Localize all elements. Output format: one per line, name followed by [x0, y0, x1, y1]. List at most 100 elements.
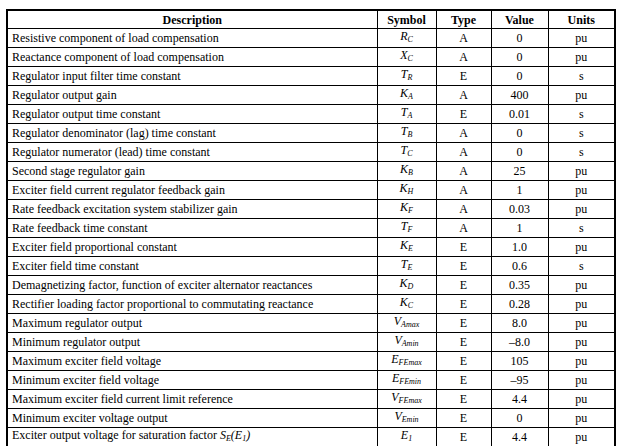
row-symbol: TR: [377, 67, 436, 86]
row-units: pu: [548, 371, 615, 390]
table-row: Exciter field current regulator feedback…: [7, 181, 615, 200]
row-value: –8.0: [491, 333, 548, 352]
row-description: Maximum exciter field voltage: [7, 352, 377, 371]
table-row: Reactance component of load compensation…: [7, 48, 615, 67]
table-row: Exciter field time constantTEE0.6s: [7, 257, 615, 276]
row-type: E: [436, 314, 491, 333]
row-symbol: KF: [377, 200, 436, 219]
row-description: Regulator output time constant: [7, 105, 377, 124]
header-cell-description: Description: [7, 10, 377, 29]
row-value: 1.0: [491, 238, 548, 257]
row-type: A: [436, 219, 491, 238]
row-type: E: [436, 409, 491, 428]
document-page: Description Symbol Type Value Units Resi…: [0, 0, 619, 446]
row-symbol: TE: [377, 257, 436, 276]
table-row: Regulator output gainKAA400pu: [7, 86, 615, 105]
table-row: Regulator output time constantTAE0.01s: [7, 105, 615, 124]
row-description: Exciter output voltage for saturation fa…: [7, 428, 377, 446]
table-row: Rate feedback excitation system stabiliz…: [7, 200, 615, 219]
row-value: 0.35: [491, 276, 548, 295]
row-value: 105: [491, 352, 548, 371]
row-type: E: [436, 276, 491, 295]
row-description: Reactance component of load compensation: [7, 48, 377, 67]
row-value: 400: [491, 86, 548, 105]
header-row: Description Symbol Type Value Units: [7, 10, 615, 29]
row-type: E: [436, 371, 491, 390]
row-units: pu: [548, 295, 615, 314]
row-description: Demagnetizing factor, function of excite…: [7, 276, 377, 295]
row-type: E: [436, 67, 491, 86]
row-type: E: [436, 428, 491, 446]
table-row: Maximum regulator outputVAmaxE8.0pu: [7, 314, 615, 333]
row-value: 0: [491, 48, 548, 67]
row-units: pu: [548, 409, 615, 428]
row-type: A: [436, 124, 491, 143]
table-row: Regulator input filter time constantTRE0…: [7, 67, 615, 86]
row-units: pu: [548, 48, 615, 67]
row-description: Regulator denominator (lag) time constan…: [7, 124, 377, 143]
row-units: pu: [548, 200, 615, 219]
row-value: 1: [491, 219, 548, 238]
row-units: pu: [548, 352, 615, 371]
row-description: Minimum exciter field voltage: [7, 371, 377, 390]
row-symbol: VAmax: [377, 314, 436, 333]
row-type: A: [436, 200, 491, 219]
row-symbol: KB: [377, 162, 436, 181]
row-type: A: [436, 29, 491, 48]
parameter-table: Description Symbol Type Value Units Resi…: [6, 9, 616, 446]
row-type: A: [436, 162, 491, 181]
table-row: Regulator numerator (lead) time constant…: [7, 143, 615, 162]
row-description: Maximum regulator output: [7, 314, 377, 333]
row-type: A: [436, 48, 491, 67]
row-description: Exciter field proportional constant: [7, 238, 377, 257]
row-units: s: [548, 143, 615, 162]
row-value: 4.4: [491, 390, 548, 409]
header-cell-value: Value: [491, 10, 548, 29]
row-description: Regulator numerator (lead) time constant: [7, 143, 377, 162]
row-symbol: KE: [377, 238, 436, 257]
row-symbol: TF: [377, 219, 436, 238]
table-row: Regulator denominator (lag) time constan…: [7, 124, 615, 143]
row-description: Rectifier loading factor proportional to…: [7, 295, 377, 314]
table-row: Exciter field proportional constantKEE1.…: [7, 238, 615, 257]
row-value: 1: [491, 181, 548, 200]
table-body: Resistive component of load compensation…: [7, 29, 615, 446]
row-description: Rate feedback excitation system stabiliz…: [7, 200, 377, 219]
row-description: Rate feedback time constant: [7, 219, 377, 238]
row-type: E: [436, 257, 491, 276]
row-type: E: [436, 390, 491, 409]
row-units: s: [548, 124, 615, 143]
row-symbol: VFEmax: [377, 390, 436, 409]
header-cell-type: Type: [436, 10, 491, 29]
header-cell-units: Units: [548, 10, 615, 29]
table-row: Rectifier loading factor proportional to…: [7, 295, 615, 314]
row-value: 0: [491, 409, 548, 428]
row-symbol: KD: [377, 276, 436, 295]
row-value: –95: [491, 371, 548, 390]
row-units: pu: [548, 86, 615, 105]
row-symbol: VEmin: [377, 409, 436, 428]
row-value: 4.4: [491, 428, 548, 446]
row-units: s: [548, 105, 615, 124]
table-row: Minimum regulator outputVAminE–8.0pu: [7, 333, 615, 352]
row-value: 0: [491, 124, 548, 143]
row-description: Exciter field time constant: [7, 257, 377, 276]
row-symbol: RC: [377, 29, 436, 48]
row-value: 25: [491, 162, 548, 181]
row-value: 0: [491, 29, 548, 48]
row-units: s: [548, 257, 615, 276]
table-row: Minimum exciter voltage outputVEminE0pu: [7, 409, 615, 428]
row-type: A: [436, 181, 491, 200]
row-description: Minimum regulator output: [7, 333, 377, 352]
row-symbol: TC: [377, 143, 436, 162]
row-symbol: E1: [377, 428, 436, 446]
row-type: E: [436, 333, 491, 352]
row-type: E: [436, 105, 491, 124]
row-description: Resistive component of load compensation: [7, 29, 377, 48]
row-value: 0.03: [491, 200, 548, 219]
table-row: Exciter output voltage for saturation fa…: [7, 428, 615, 446]
row-description: Regulator output gain: [7, 86, 377, 105]
table-row: Maximum exciter field voltageEFEmaxE105p…: [7, 352, 615, 371]
row-description: Exciter field current regulator feedback…: [7, 181, 377, 200]
row-description: Minimum exciter voltage output: [7, 409, 377, 428]
